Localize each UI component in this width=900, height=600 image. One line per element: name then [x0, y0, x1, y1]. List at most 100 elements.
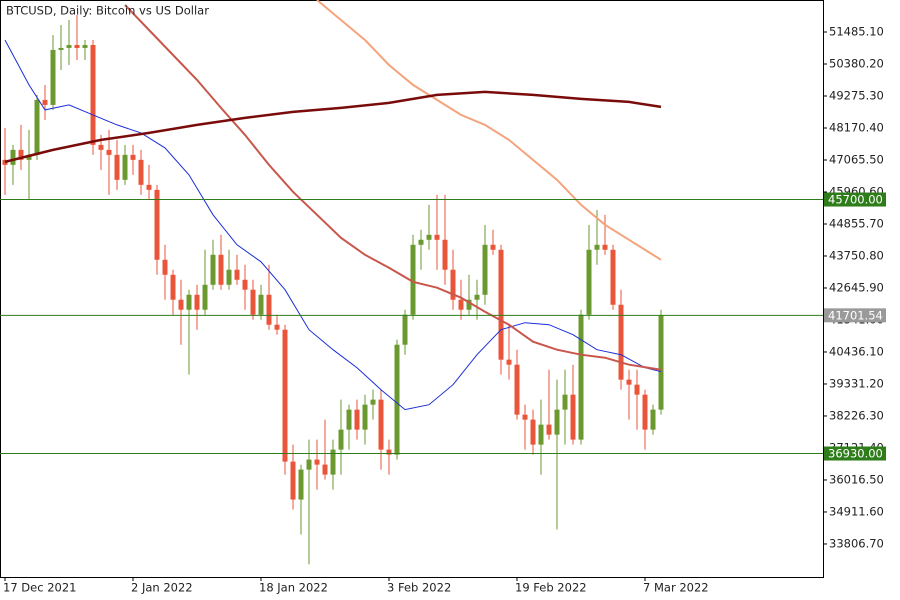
y-tick-label: 44855.70 [829, 216, 884, 230]
candle-body [610, 249, 616, 305]
candle-body [146, 184, 152, 190]
candle-body [418, 239, 424, 245]
candle-body [466, 299, 472, 310]
candle-body [586, 249, 592, 315]
x-tick-label: 2 Jan 2022 [131, 581, 193, 595]
candle-body [330, 449, 336, 475]
y-tick-label: 33806.70 [829, 536, 884, 550]
candle-body [234, 269, 240, 280]
candle-body [650, 409, 656, 430]
moving-average [4, 90, 662, 164]
price-label: 36930.00 [828, 447, 883, 461]
y-tick-label: 38226.30 [829, 408, 884, 422]
candle-body [170, 274, 176, 300]
candle-body [362, 404, 368, 430]
moving-average [124, 4, 662, 371]
candle-body [90, 44, 96, 145]
candle-body [554, 409, 560, 435]
candle-body [114, 154, 120, 180]
candle-body [594, 244, 600, 250]
candle-body [498, 249, 504, 360]
x-tick-label: 7 Mar 2022 [643, 581, 709, 595]
candle-body [58, 47, 64, 50]
candle-body [42, 99, 48, 105]
price-label-box [824, 446, 886, 461]
y-tick-label: 36016.50 [829, 472, 884, 486]
candle-body [546, 424, 552, 435]
candle-body [18, 149, 24, 160]
candle-body [242, 279, 248, 290]
y-tick-label: 43750.80 [829, 248, 884, 262]
candle-body [602, 244, 608, 250]
moving-average [316, 0, 662, 261]
candle-body [298, 469, 304, 500]
candle-body [250, 289, 256, 315]
candle-body [178, 299, 184, 310]
candle-body [346, 409, 352, 430]
x-tick-label: 18 Jan 2022 [259, 581, 328, 595]
candle-body [658, 315, 664, 410]
candle-body [202, 284, 208, 310]
y-tick-label: 40436.10 [829, 344, 884, 358]
candle-body [450, 269, 456, 300]
y-tick-label: 48170.40 [829, 120, 884, 134]
candle-body [634, 384, 640, 395]
candle-body [474, 294, 480, 300]
candle-body [122, 154, 128, 180]
candle-body [490, 244, 496, 250]
price-label: 45700.00 [828, 193, 883, 207]
candle-body [322, 464, 328, 475]
x-tick-label: 3 Feb 2022 [387, 581, 451, 595]
y-tick-label: 49275.30 [829, 88, 884, 102]
chart-title: BTCUSD, Daily: Bitcoin vs US Dollar [6, 4, 209, 18]
candle-body [538, 424, 544, 445]
candle-body [626, 379, 632, 385]
candle-body [570, 394, 576, 440]
candle-body [522, 414, 528, 420]
candle-body [74, 44, 80, 48]
candle-body [130, 154, 136, 160]
candle-body [210, 254, 216, 285]
candle-body [482, 244, 488, 295]
candle-body [50, 49, 56, 105]
candle-body [290, 461, 296, 500]
candle-body [506, 359, 512, 365]
candle-body [442, 239, 448, 270]
moving-average [4, 39, 662, 411]
candle-body [66, 44, 72, 48]
candle-body [618, 304, 624, 380]
candle-body [354, 409, 360, 430]
y-tick-label: 47065.50 [829, 152, 884, 166]
candle-body [162, 259, 168, 275]
candle-body [514, 364, 520, 415]
candle-body [186, 294, 192, 310]
candle-body [194, 294, 200, 310]
candle-body [402, 314, 408, 345]
y-tick-label: 39331.20 [829, 376, 884, 390]
candle-body [370, 399, 376, 405]
candle-body [2, 159, 8, 165]
candle-body [138, 159, 144, 185]
candle-body [10, 149, 16, 165]
candle-body [274, 324, 280, 330]
candle-body [82, 44, 88, 48]
candle-body [154, 189, 160, 260]
candle-body [386, 449, 392, 455]
y-tick-label: 50380.20 [829, 56, 884, 70]
x-tick-label: 17 Dec 2021 [3, 581, 76, 595]
candle-body [314, 459, 320, 465]
candle-body [98, 144, 104, 150]
y-tick-label: 34911.60 [829, 504, 884, 518]
candle-body [226, 269, 232, 285]
candle-body [266, 294, 272, 325]
y-tick-label: 51485.10 [829, 24, 884, 38]
candle-body [410, 244, 416, 315]
candle-body [434, 234, 440, 240]
candle-body [562, 394, 568, 410]
price-label: 41701.54 [828, 308, 883, 322]
candle-body [218, 254, 224, 285]
candle-body [306, 459, 312, 470]
candle-body [578, 314, 584, 440]
x-tick-label: 19 Feb 2022 [515, 581, 587, 595]
